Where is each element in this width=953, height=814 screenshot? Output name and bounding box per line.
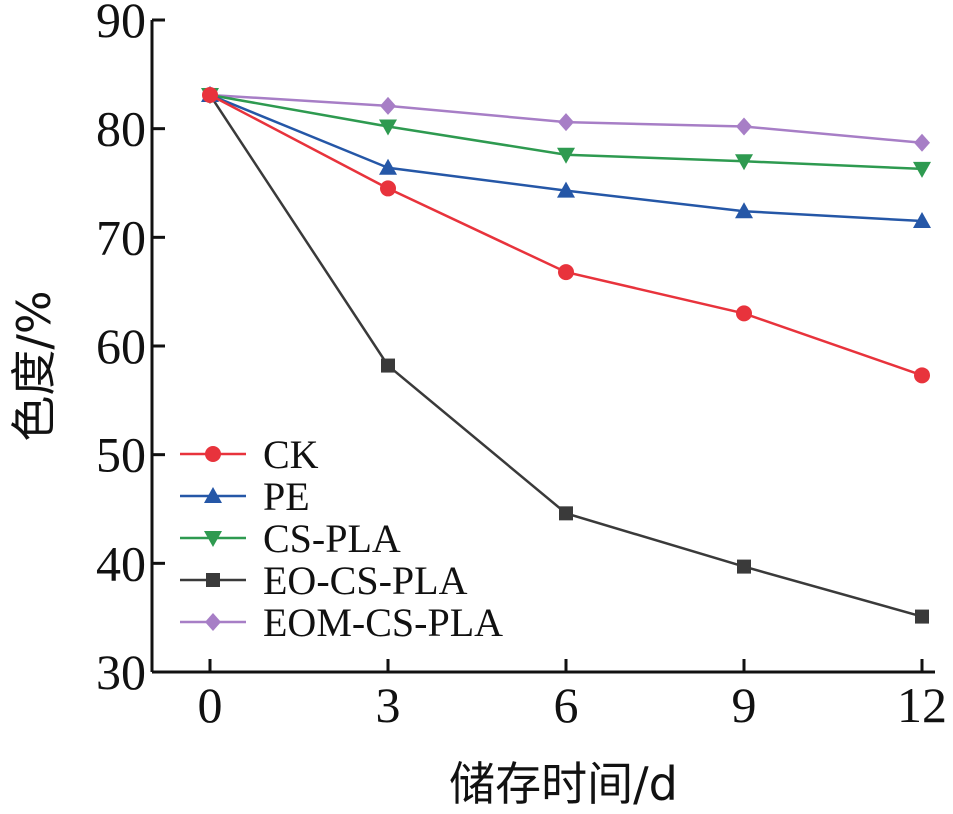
x-tick-label: 9 [732,677,757,733]
legend-entry: EOM-CS-PLA [180,600,503,645]
data-point [558,113,574,132]
data-point [913,212,931,229]
data-point [202,86,218,103]
data-point [558,264,574,281]
y-axis-title: 色度/% [7,290,61,441]
series-line [209,93,923,377]
data-point [915,609,929,624]
y-tick-label: 70 [96,209,146,265]
data-point [380,96,396,115]
data-point [735,154,753,171]
legend-swatch-marker [204,487,222,503]
data-point [379,119,397,136]
y-tick-label: 90 [96,0,146,48]
series-ck [202,86,930,384]
y-tick-label: 40 [96,535,146,591]
y-tick-label: 30 [96,644,146,700]
legend-entry: PE [180,474,310,519]
x-tick-label: 6 [554,677,579,733]
legend-swatch-marker [204,531,222,547]
data-point [557,181,575,198]
legend-label: PE [263,474,310,519]
data-point [737,559,751,574]
data-point [914,367,930,384]
data-point [381,358,395,373]
x-tick-label: 3 [376,677,401,733]
legend-entry: EO-CS-PLA [180,558,468,603]
legend-swatch-marker [205,613,221,631]
data-point [380,180,396,197]
data-point [736,117,752,136]
x-tick-label: 12 [897,677,947,733]
y-tick-label: 80 [96,101,146,157]
legend-swatch-marker [205,446,221,462]
legend-label: EO-CS-PLA [263,558,468,603]
x-axis-title: 储存时间/d [449,757,678,811]
legend-label: CK [263,432,319,477]
series-eom-cs-pla [202,85,930,152]
data-point [379,158,397,175]
series-pe [201,85,931,229]
data-point [914,133,930,152]
legend-label: EOM-CS-PLA [263,600,503,645]
data-point [736,305,752,322]
legend-entry: CK [180,432,319,477]
data-point [735,202,753,219]
data-point [559,506,573,521]
legend-label: CS-PLA [263,516,401,561]
legend-entry: CS-PLA [180,516,401,561]
y-tick-label: 60 [96,318,146,374]
legend-swatch-marker [206,573,220,587]
y-tick-label: 50 [96,427,146,483]
data-point [557,147,575,164]
x-tick-label: 0 [198,677,223,733]
axes: 30 40 50 60 70 80 90 0 3 6 9 12 [96,0,947,733]
series-layer [201,85,931,624]
data-point [913,161,931,178]
